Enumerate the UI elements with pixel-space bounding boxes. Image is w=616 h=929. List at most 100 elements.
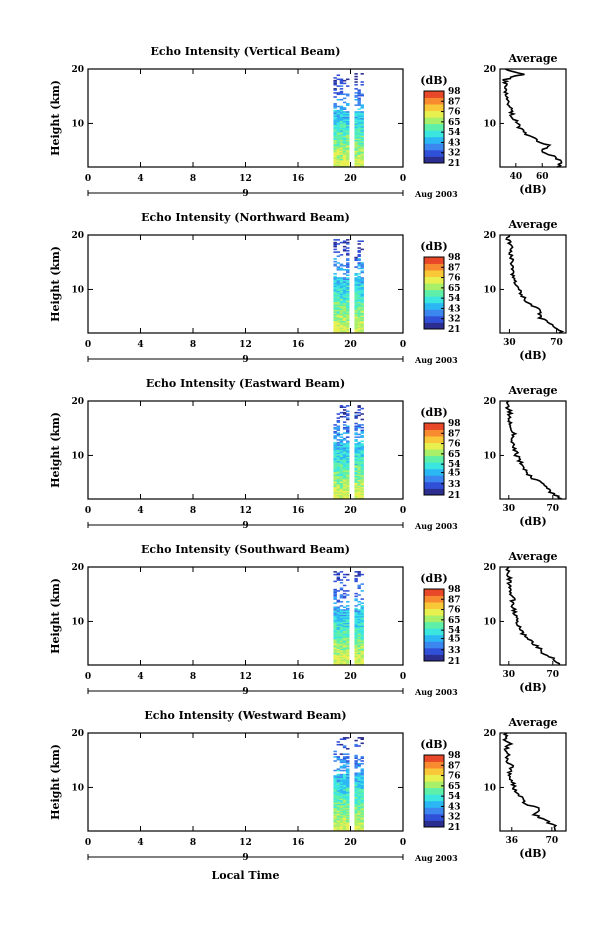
heatmap-cell <box>336 74 341 76</box>
heatmap-cell <box>336 658 341 660</box>
colorbar-tick-label: 32 <box>448 315 461 325</box>
heatmap-cell <box>354 118 358 120</box>
heatmap-cell <box>354 629 358 632</box>
heatmap-cell <box>357 803 361 806</box>
heatmap-cell <box>342 324 347 327</box>
panel-title: Echo Intensity (Southward Beam) <box>141 543 350 556</box>
heatmap-cell <box>354 274 358 277</box>
panel-title: Echo Intensity (Eastward Beam) <box>146 377 345 390</box>
heatmap-cell <box>360 126 364 128</box>
heatmap-cell <box>346 801 350 803</box>
heatmap-cell <box>346 149 350 151</box>
heatmap-cell <box>333 315 337 317</box>
heatmap-cell <box>333 322 337 324</box>
heatmap-cell <box>339 635 344 637</box>
heatmap-cell <box>342 595 347 598</box>
heatmap-cell <box>342 825 347 828</box>
heatmap-cell <box>339 633 344 636</box>
heatmap-cell <box>357 792 361 795</box>
heatmap-cell <box>342 637 347 640</box>
heatmap-cell <box>339 637 344 640</box>
heatmap-cell <box>342 617 347 619</box>
heatmap-cell <box>342 654 347 656</box>
heatmap-cell <box>333 263 337 266</box>
heatmap-cell <box>339 807 344 810</box>
heatmap-cell <box>346 274 350 277</box>
heatmap-cell <box>336 617 341 619</box>
heatmap-cell <box>360 647 364 649</box>
heatmap-cell <box>336 126 341 128</box>
heatmap-cell <box>339 294 344 297</box>
heatmap-cell <box>360 293 364 296</box>
heatmap-cell <box>339 466 344 468</box>
heatmap-cell <box>354 277 358 279</box>
heatmap-cell <box>360 141 364 143</box>
heatmap-cell <box>336 278 341 281</box>
x-tick-label: 20 <box>344 506 357 516</box>
heatmap-cell <box>333 244 337 247</box>
heatmap-cell <box>346 794 350 796</box>
heatmap-cell <box>346 316 350 319</box>
heatmap-cell <box>354 813 358 815</box>
heatmap-cell <box>339 241 344 244</box>
heatmap-cell <box>339 616 344 618</box>
heatmap-cell <box>336 484 341 486</box>
heatmap-cell <box>360 805 364 807</box>
heatmap-cell <box>333 303 337 305</box>
heatmap-cell <box>339 659 344 662</box>
date-label: Aug 2003 <box>414 355 458 365</box>
heatmap-cell <box>336 112 341 115</box>
heatmap-cell <box>354 456 358 459</box>
heatmap-cell <box>346 326 350 328</box>
heatmap-cell <box>336 109 341 112</box>
heatmap-cell <box>336 490 341 493</box>
heatmap-cell <box>354 311 358 313</box>
heatmap-cell <box>354 134 358 136</box>
colorbar-swatch <box>424 488 444 496</box>
heatmap-cell <box>333 107 337 109</box>
heatmap-cell <box>342 783 347 785</box>
heatmap-cell <box>346 123 350 125</box>
heatmap-cell <box>354 75 358 78</box>
heatmap-cell <box>342 805 347 807</box>
heatmap-cell <box>333 473 337 475</box>
heatmap-cell <box>357 762 361 765</box>
heatmap-cell <box>339 594 344 596</box>
heatmap-cell <box>333 648 337 651</box>
heatmap-cell <box>333 769 337 772</box>
heatmap-cell <box>339 281 344 283</box>
heatmap-cell <box>357 154 361 157</box>
heatmap-cell <box>342 624 347 626</box>
heatmap-cell <box>346 621 350 623</box>
heatmap-cell <box>339 773 344 776</box>
x-tick-label: 12 <box>239 174 252 184</box>
heatmap-cell <box>357 584 361 587</box>
heatmap-cell <box>333 616 337 618</box>
heatmap-cell <box>339 455 344 457</box>
heatmap-cell <box>360 828 364 830</box>
heatmap-cell <box>360 803 364 806</box>
heatmap-cell <box>342 464 347 467</box>
x-tick-label: 16 <box>292 340 305 350</box>
heatmap-cell <box>342 485 347 487</box>
heatmap-cell <box>346 475 350 478</box>
heatmap-cell <box>357 90 361 93</box>
heatmap-cell <box>346 254 350 256</box>
heatmap-cell <box>357 318 361 320</box>
heatmap-cell <box>357 292 361 294</box>
heatmap-cell <box>360 494 364 497</box>
heatmap-cell <box>336 769 341 772</box>
heatmap-cell <box>346 822 350 825</box>
heatmap-cell <box>342 294 347 297</box>
heatmap-cell <box>357 614 361 617</box>
heatmap-cell <box>354 826 358 829</box>
heatmap-cell <box>336 239 341 241</box>
heatmap-cell <box>354 479 358 482</box>
heatmap-cell <box>342 650 347 652</box>
heatmap-cell <box>357 796 361 799</box>
heatmap-cell <box>357 240 361 242</box>
heatmap-cell <box>342 810 347 813</box>
heatmap-cell <box>346 259 350 262</box>
heatmap-cell <box>333 298 337 301</box>
x-tick-label: 0 <box>85 340 91 350</box>
